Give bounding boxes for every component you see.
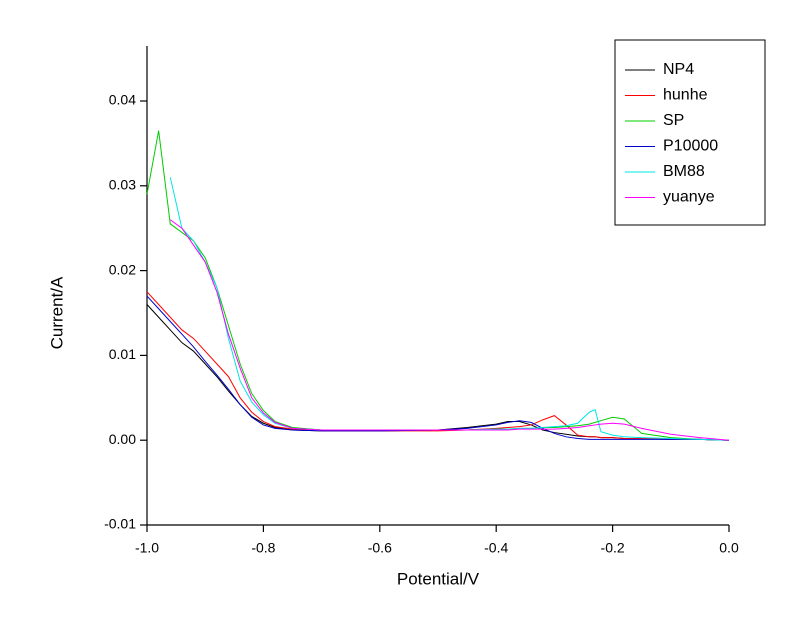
legend-label: SP: [663, 112, 684, 129]
series-line: [146, 291, 730, 441]
y-tick-label: 0.01: [109, 346, 136, 362]
y-tick-label: 0.02: [109, 261, 136, 277]
series-line: [169, 177, 730, 441]
legend-label: hunhe: [663, 87, 708, 104]
legend-label: P10000: [663, 138, 718, 155]
legend-box: [614, 39, 766, 226]
x-tick-label: -0.4: [484, 540, 508, 556]
x-tick-label: -0.6: [368, 540, 392, 556]
y-tick-label: 0.00: [109, 431, 136, 447]
legend-label: yuanye: [663, 189, 715, 206]
y-axis-title: Current/A: [47, 276, 66, 349]
series-line: [169, 219, 730, 441]
x-tick-label: 0.0: [719, 540, 739, 556]
x-axis-title: Potential/V: [397, 569, 480, 588]
legend-label: NP4: [663, 61, 694, 78]
x-tick-label: -0.8: [251, 540, 275, 556]
x-tick-label: -0.2: [601, 540, 625, 556]
x-tick-label: -1.0: [135, 540, 159, 556]
series-line: [146, 295, 730, 441]
series-line: [146, 304, 730, 441]
y-tick-label: 0.03: [109, 177, 136, 193]
y-tick-label: 0.04: [109, 92, 136, 108]
legend: NP4 hunhe SP P10000 BM88 yuanye: [614, 39, 766, 226]
y-tick-label: -0.01: [104, 516, 136, 532]
legend-label: BM88: [663, 163, 705, 180]
